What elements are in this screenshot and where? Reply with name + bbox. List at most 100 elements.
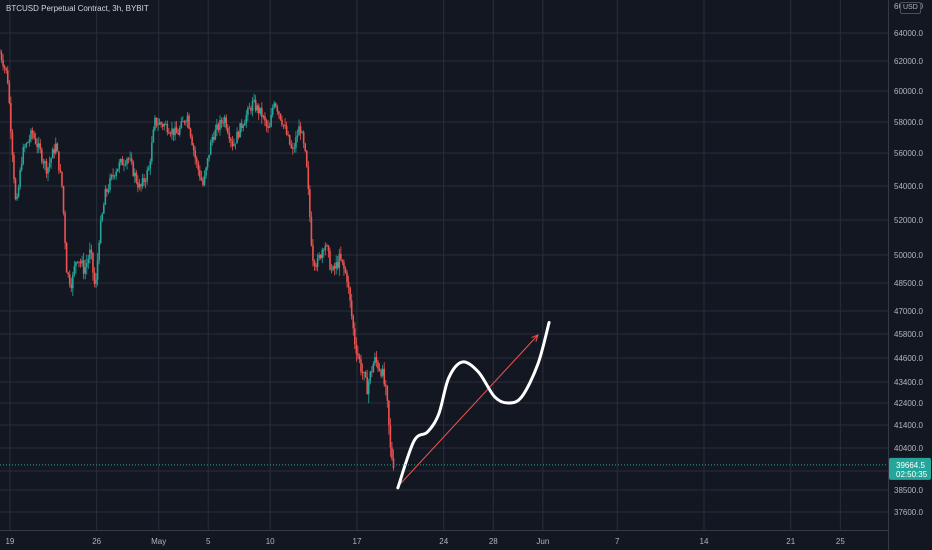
candle-body	[205, 167, 207, 176]
trend-arrow-line[interactable]	[396, 334, 539, 489]
time-tick-label: Jun	[536, 537, 549, 546]
candle-body	[233, 144, 235, 147]
candle-body	[149, 161, 152, 169]
candle-body	[377, 362, 379, 369]
candle-body	[319, 254, 322, 259]
candle-body	[380, 370, 382, 376]
price-tick-label: 58000.0	[894, 118, 923, 127]
candle-body	[318, 254, 320, 259]
price-tick-label: 38500.0	[894, 486, 923, 495]
candle-body	[285, 126, 288, 135]
candle-body	[6, 70, 9, 84]
candle-body	[84, 267, 87, 274]
freehand-projection-curve[interactable]	[396, 321, 551, 490]
last-price-tag[interactable]	[889, 457, 931, 480]
candle-body	[127, 158, 130, 160]
candle-body	[333, 266, 336, 269]
time-axis-background	[0, 530, 888, 550]
candle-body	[3, 66, 6, 68]
candle-body	[298, 126, 300, 136]
candle-body	[313, 260, 316, 266]
candle-body	[106, 189, 108, 192]
candle-body	[355, 344, 358, 354]
candle-body	[388, 400, 390, 426]
candle-body	[89, 249, 91, 259]
candle-body	[180, 121, 183, 128]
currency-badge[interactable]: USD	[900, 2, 921, 14]
candle-body	[67, 272, 69, 275]
candle-body	[192, 145, 195, 151]
candle-body	[208, 154, 210, 159]
last-price-value: 39664.5	[896, 461, 925, 470]
candle-body	[199, 169, 201, 178]
chart-title: BTCUSD Perpetual Contract, 3h, BYBIT	[6, 4, 149, 13]
candle-body	[110, 174, 113, 178]
time-tick-label: 5	[206, 537, 211, 546]
candle-body	[98, 242, 100, 261]
candle-body	[164, 124, 167, 125]
candle-body	[214, 129, 217, 140]
candle-body	[147, 168, 150, 171]
candle-body	[369, 371, 372, 382]
candle-body	[231, 141, 234, 147]
candle-body	[287, 134, 289, 136]
candle-body	[62, 186, 65, 213]
candle-body	[0, 52, 3, 60]
candle-body	[22, 146, 25, 164]
candle-body	[23, 146, 26, 148]
candlestick-series	[0, 49, 395, 471]
candle-body	[92, 252, 94, 273]
candle-body	[375, 357, 378, 363]
candle-body	[8, 83, 11, 104]
candle-body	[140, 184, 142, 187]
candle-body	[188, 115, 190, 129]
candle-body	[154, 117, 156, 130]
candle-body	[20, 163, 23, 171]
candle-body	[123, 164, 125, 166]
time-tick-label: 25	[836, 537, 845, 546]
candle-body	[5, 67, 7, 71]
candle-body	[343, 262, 345, 269]
candle-body	[48, 162, 51, 168]
time-axis[interactable]: 19 26 May 5 10 17 24 28 Jun 7 14 21 25	[0, 530, 888, 550]
candle-body	[54, 143, 57, 154]
price-tick-label: 48500.0	[894, 279, 923, 288]
candle-body	[209, 141, 212, 155]
candle-body	[217, 124, 220, 130]
candle-body	[177, 133, 179, 135]
price-tick-label: 45800.0	[894, 330, 923, 339]
candle-body	[301, 132, 303, 134]
candle-body	[340, 253, 342, 260]
candle-body	[240, 123, 243, 128]
time-tick-label: 14	[700, 537, 709, 546]
candle-body	[281, 119, 283, 125]
candle-body	[211, 137, 214, 142]
candle-body	[384, 384, 387, 387]
candle-body	[330, 269, 333, 271]
candle-body	[234, 143, 237, 145]
time-tick-label: 7	[615, 537, 620, 546]
candle-body	[327, 245, 330, 251]
candle-body	[50, 158, 52, 163]
candle-body	[107, 189, 110, 192]
candle-body	[270, 114, 272, 127]
candle-body	[194, 150, 197, 159]
candle-body	[104, 189, 107, 205]
candle-body	[172, 128, 175, 136]
candle-body	[386, 386, 389, 401]
candle-body	[171, 128, 173, 134]
candle-body	[11, 132, 14, 156]
candle-body	[358, 355, 361, 360]
trend-arrow-head[interactable]	[531, 334, 539, 342]
drawing-annotations[interactable]	[396, 321, 551, 490]
candle-body	[290, 144, 293, 148]
candle-body	[85, 263, 88, 268]
price-axis[interactable]: 37600.038500.039400.040400.041400.042400…	[888, 0, 932, 550]
candle-body	[357, 353, 359, 356]
candle-body	[14, 179, 17, 200]
price-tick-label: 52000.0	[894, 216, 923, 225]
candle-body	[138, 184, 141, 188]
candle-body	[65, 242, 68, 273]
